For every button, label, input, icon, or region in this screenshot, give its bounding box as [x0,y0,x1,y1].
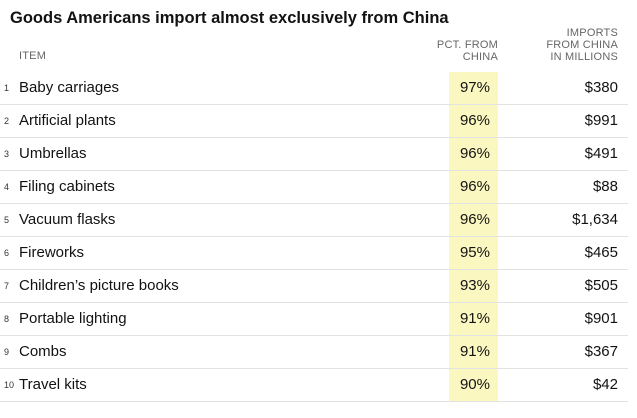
row-item: Vacuum flasks [19,211,116,228]
row-pct: 93% [459,277,490,294]
row-rank: 7 [4,281,10,291]
row-item: Fireworks [19,244,85,261]
table-row: 4 Filing cabinets 96% $88 [0,171,628,204]
column-header-item: ITEM [19,50,47,62]
column-header-imports-line3: IN MILLIONS [550,51,618,63]
row-item: Baby carriages [19,79,120,96]
table-row: 2 Artificial plants 96% $991 [0,105,628,138]
column-header-pct-line2: CHINA [462,51,498,63]
row-pct: 95% [459,244,490,261]
table-row: 6 Fireworks 95% $465 [0,237,628,270]
row-pct: 97% [459,79,490,96]
row-item: Artificial plants [19,112,116,129]
row-imports: $1,634 [572,211,618,228]
row-pct: 96% [459,211,490,228]
row-rank: 5 [4,215,10,225]
row-rank: 4 [4,182,10,192]
row-pct: 91% [459,343,490,360]
row-pct: 91% [459,310,490,327]
column-header-pct: PCT. FROM CHINA [420,39,498,63]
row-imports: $901 [584,310,618,327]
column-header-pct-line1: PCT. FROM [436,39,498,51]
table-row: 7 Children’s picture books 93% $505 [0,270,628,303]
row-item: Travel kits [19,376,87,393]
pct-column-highlight [449,72,498,402]
row-rank: 3 [4,149,10,159]
table-row: 8 Portable lighting 91% $901 [0,303,628,336]
row-item: Portable lighting [19,310,127,327]
table-row: 1 Baby carriages 97% $380 [0,72,628,105]
row-pct: 96% [459,145,490,162]
table-body: 1 Baby carriages 97% $380 2 Artificial p… [0,72,628,402]
row-item: Children’s picture books [19,277,179,294]
table-row: 10 Travel kits 90% $42 [0,369,628,402]
row-imports: $42 [592,376,618,393]
row-rank: 1 [4,83,10,93]
column-header-imports-line2: FROM CHINA [546,39,618,51]
row-imports: $505 [584,277,618,294]
row-imports: $465 [584,244,618,261]
row-rank: 10 [4,380,15,390]
row-imports: $88 [592,178,618,195]
row-rank: 2 [4,116,10,126]
row-rank: 8 [4,314,10,324]
table-row: 9 Combs 91% $367 [0,336,628,369]
column-header-imports-line1: IMPORTS [566,27,618,39]
row-imports: $991 [584,112,618,129]
row-pct: 96% [459,112,490,129]
row-rank: 9 [4,347,10,357]
row-rank: 6 [4,248,10,258]
row-pct: 90% [459,376,490,393]
row-item: Filing cabinets [19,178,115,195]
row-item: Combs [19,343,67,360]
row-pct: 96% [459,178,490,195]
table-row: 3 Umbrellas 96% $491 [0,138,628,171]
chart-title: Goods Americans import almost exclusivel… [10,9,449,27]
row-imports: $380 [584,79,618,96]
row-imports: $491 [584,145,618,162]
row-item: Umbrellas [19,145,87,162]
column-header-imports: IMPORTS FROM CHINA IN MILLIONS [520,27,618,63]
row-imports: $367 [584,343,618,360]
table-row: 5 Vacuum flasks 96% $1,634 [0,204,628,237]
